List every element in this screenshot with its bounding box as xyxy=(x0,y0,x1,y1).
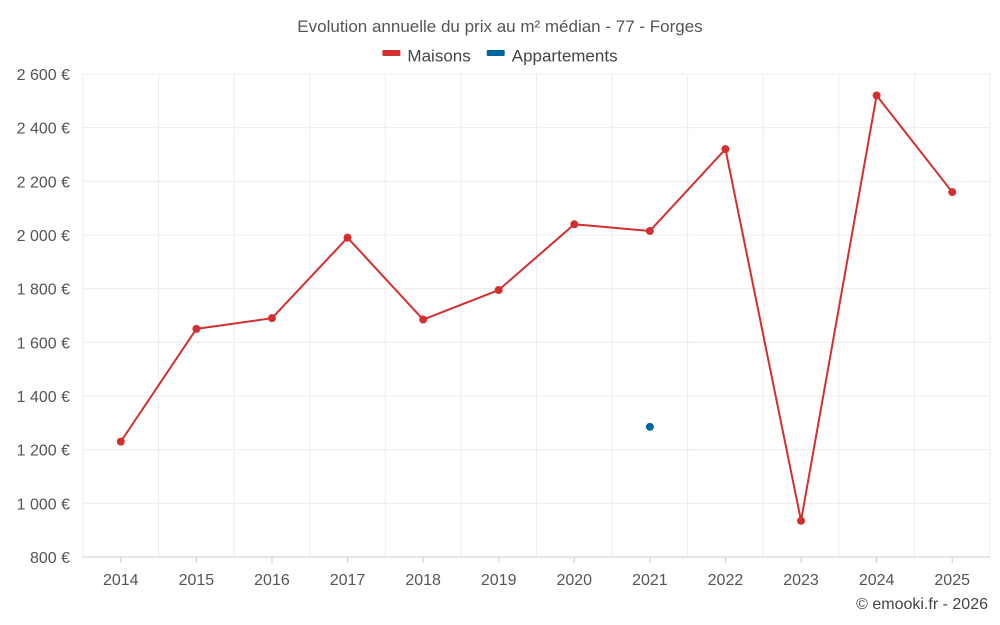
data-point-maisons[interactable] xyxy=(419,315,428,324)
x-tick-label: 2024 xyxy=(859,572,895,589)
x-tick-label: 2021 xyxy=(632,572,668,589)
y-tick-label: 1 400 € xyxy=(17,389,70,406)
data-point-maisons[interactable] xyxy=(872,91,881,100)
x-tick-label: 2023 xyxy=(783,572,819,589)
series-line-maisons xyxy=(119,94,953,522)
y-tick-label: 2 400 € xyxy=(17,121,70,138)
data-point-maisons[interactable] xyxy=(721,145,730,154)
data-point-maisons[interactable] xyxy=(116,437,125,446)
y-tick-label: 800 € xyxy=(30,550,70,567)
x-axis: 2014 2015 2016 2017 2018 2019 2020 2021 2022 2023… xyxy=(83,556,990,589)
series-layer xyxy=(116,91,957,525)
x-tick-label: 2019 xyxy=(481,572,517,589)
credit-text: © emooki.fr - 2026 xyxy=(856,596,988,613)
data-point-maisons[interactable] xyxy=(645,226,654,235)
x-tick-label: 2025 xyxy=(934,572,970,589)
data-point-appartements[interactable] xyxy=(645,422,654,431)
x-tick-label: 2018 xyxy=(405,572,441,589)
legend-swatch xyxy=(486,50,505,56)
data-point-maisons[interactable] xyxy=(948,188,957,197)
chart-title: Evolution annuelle du prix au m² médian … xyxy=(297,17,702,36)
data-point-maisons[interactable] xyxy=(267,314,276,323)
x-tick-label: 2014 xyxy=(103,572,139,589)
legend-swatch xyxy=(382,50,401,56)
data-point-maisons[interactable] xyxy=(494,286,503,295)
x-tick-label: 2016 xyxy=(254,572,290,589)
legend-item-appartements[interactable]: Appartements xyxy=(486,46,618,65)
data-point-maisons[interactable] xyxy=(343,233,352,242)
y-tick-label: 1 000 € xyxy=(17,496,70,513)
y-tick-label: 2 000 € xyxy=(17,228,70,245)
y-tick-label: 1 200 € xyxy=(17,443,70,460)
y-axis: 800 € 1 000 € 1 200 € 1 400 € 1 600 € 1 800 €… xyxy=(17,67,70,567)
legend-label: Appartements xyxy=(512,46,618,65)
legend-label: Maisons xyxy=(407,46,470,65)
x-tick-label: 2017 xyxy=(330,572,366,589)
y-tick-label: 2 200 € xyxy=(17,174,70,191)
x-tick-label: 2020 xyxy=(556,572,592,589)
grid xyxy=(82,73,991,558)
legend-item-maisons[interactable]: Maisons xyxy=(382,46,471,65)
data-point-maisons[interactable] xyxy=(192,324,201,333)
x-tick-label: 2022 xyxy=(708,572,744,589)
y-tick-label: 2 600 € xyxy=(17,67,70,84)
x-tick-label: 2015 xyxy=(179,572,215,589)
data-point-maisons[interactable] xyxy=(570,220,579,229)
y-tick-label: 1 600 € xyxy=(17,335,70,352)
legend: Maisons Appartements xyxy=(382,46,618,65)
y-tick-label: 1 800 € xyxy=(17,282,70,299)
data-point-maisons[interactable] xyxy=(797,516,806,525)
